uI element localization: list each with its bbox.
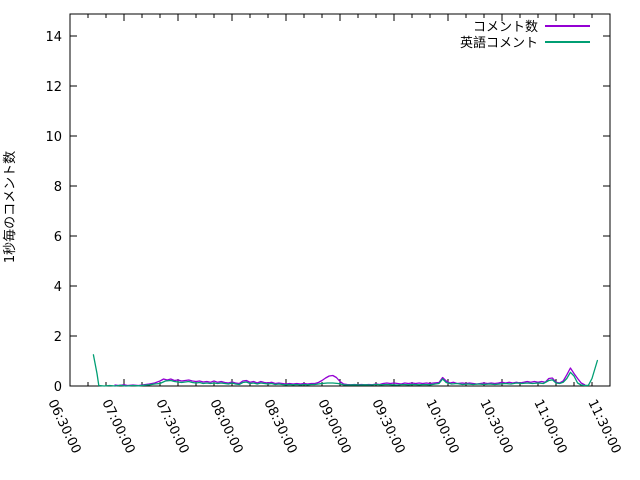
x-tick-label: 08:30:00: [260, 397, 299, 456]
y-tick-label: 2: [54, 330, 62, 345]
y-tick-label: 10: [45, 130, 62, 145]
x-tick-label: 10:30:00: [476, 397, 515, 456]
x-tick-labels: 06:30:00 07:00:00 07:30:00 08:00:00 08:30:00…: [44, 397, 623, 456]
y-tick-label: 6: [54, 230, 62, 245]
y-tick-label: 0: [54, 380, 62, 395]
y-tick-labels: 0 2 4 6 8 10 12 14: [45, 30, 62, 395]
legend-label-comment-count: コメント数: [473, 20, 538, 35]
series-line-1: [92, 354, 599, 387]
series-lines: [92, 354, 599, 387]
legend: コメント数 英語コメント: [460, 20, 590, 51]
x-tick-label: 09:00:00: [314, 397, 353, 456]
x-tick-label: 06:30:00: [44, 397, 83, 456]
y-tick-label: 8: [54, 180, 62, 195]
y-tick-label: 12: [45, 80, 62, 95]
x-tick-label: 07:00:00: [98, 397, 137, 456]
plot-border: [69, 13, 611, 387]
x-tick-label: 07:30:00: [152, 397, 191, 456]
y-axis-label: 1秒毎のコメント数: [2, 151, 18, 263]
x-tick-label: 10:00:00: [422, 397, 461, 456]
legend-label-english-comment: 英語コメント: [460, 35, 538, 51]
axis-ticks: [69, 14, 611, 387]
y-tick-label: 14: [45, 30, 62, 45]
y-tick-label: 4: [54, 280, 62, 295]
x-tick-label: 11:00:00: [530, 397, 569, 456]
x-tick-label: 09:30:00: [368, 397, 407, 456]
x-tick-label: 08:00:00: [206, 397, 245, 456]
x-tick-label: 11:30:00: [584, 397, 623, 456]
